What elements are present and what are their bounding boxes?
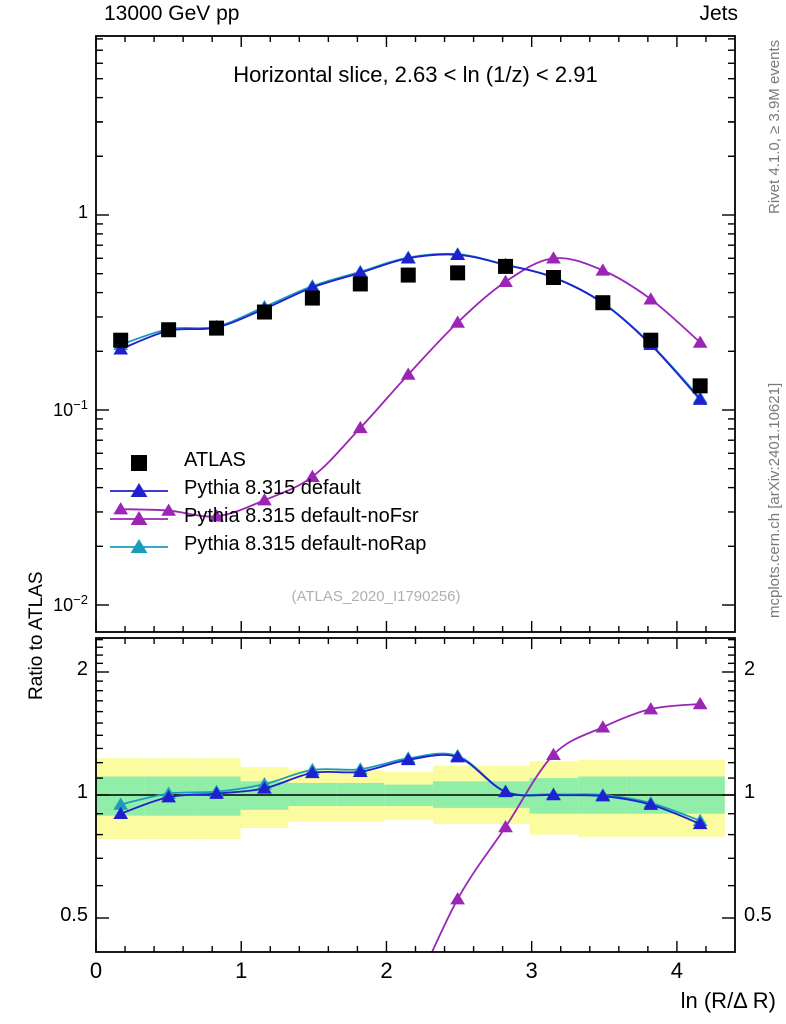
main-marker-pythia-8-315-default (692, 392, 708, 405)
ratio-marker-pythia-8-315-default-nofsr (692, 696, 708, 710)
ratio-marker-pythia-8-315-default (209, 786, 224, 799)
main-marker-pythia-8-315-default-nofsr (352, 420, 368, 434)
ratio-marker-pythia-8-315-default (305, 765, 320, 779)
main-marker-atlas (113, 332, 129, 348)
main-marker-atlas (400, 267, 416, 283)
ratio-marker-pythia-8-315-default (692, 816, 708, 830)
main-marker-atlas (498, 258, 514, 274)
main-panel (95, 35, 736, 633)
ratio-marker-pythia-8-315-default (450, 750, 465, 763)
main-y-tick-label: 1 (77, 202, 88, 222)
ratio-marker-pythia-8-315-default-nofsr (450, 892, 465, 905)
x-axis-title: ln (R/Δ R) (680, 988, 776, 1013)
main-marker-atlas (352, 276, 368, 292)
main-marker-atlas (209, 320, 225, 336)
ratio-marker-pythia-8-315-default-nofsr (595, 720, 611, 733)
ratio-y-tick-label-right: 0.5 (744, 904, 772, 926)
main-marker-pythia-8-315-default-nofsr (692, 335, 708, 348)
plot-title: Horizontal slice, 2.63 < ln (1/z) < 2.91 (233, 62, 598, 87)
ratio-marker-pythia-8-315-default (257, 781, 272, 794)
main-marker-pythia-8-315-default-nofsr (161, 503, 176, 516)
ratio-y-tick-label-right: 2 (744, 658, 756, 680)
ratio-marker-pythia-8-315-default-nofsr (498, 819, 513, 833)
ratio-marker-pythia-8-315-default-nofsr (546, 747, 561, 760)
main-marker-pythia-8-315-default-nofsr (450, 315, 465, 328)
ratio-marker-pythia-8-315-default-nofsr (643, 702, 659, 715)
ratio-marker-pythia-8-315-default (352, 764, 368, 777)
main-marker-atlas (595, 295, 611, 311)
main-marker-atlas (161, 322, 177, 338)
main-marker-pythia-8-315-default-nofsr (305, 469, 320, 482)
legend-marker-atlas (131, 455, 147, 471)
ratio-marker-pythia-8-315-default (498, 784, 513, 798)
ratio-y-tick-label-right: 1 (744, 781, 756, 803)
main-marker-pythia-8-315-default-nofsr (546, 251, 561, 264)
ratio-marker-pythia-8-315-default (400, 752, 416, 766)
x-tick-label: 1 (235, 958, 248, 983)
main-marker-atlas (692, 378, 708, 394)
x-tick-label: 2 (380, 958, 393, 983)
main-marker-pythia-8-315-default-nofsr (400, 367, 416, 380)
main-marker-pythia-8-315-default-nofsr (498, 274, 513, 287)
ratio-curve-pythia-8-315-default-nofsr (431, 703, 701, 952)
header-analysis-label: Jets (699, 2, 738, 25)
main-marker-pythia-8-315-default (352, 265, 368, 279)
main-marker-atlas (643, 332, 659, 348)
main-y-tick-label: 10−1 (53, 397, 88, 420)
legend-glyphs (110, 455, 168, 553)
main-marker-pythia-8-315-default-nofsr (643, 292, 659, 305)
legend-marker-pythia-8-315-default-norap (130, 539, 148, 553)
legend-label-pythia-8-315-default-nofsr: Pythia 8.315 default-noFsr (184, 505, 419, 527)
ratio-marker-pythia-8-315-default-norap (113, 797, 129, 810)
main-marker-pythia-8-315-default (113, 342, 129, 355)
legend-label-pythia-8-315-default: Pythia 8.315 default (184, 477, 361, 499)
main-y-tick-label: 10−2 (53, 592, 88, 615)
main-marker-atlas (256, 304, 272, 320)
analysis-id-watermark: (ATLAS_2020_I1790256) (291, 588, 461, 605)
header-beam-label: 13000 GeV pp (104, 2, 240, 25)
ratio-marker-pythia-8-315-default (643, 797, 659, 810)
main-marker-pythia-8-315-default-nofsr (257, 493, 272, 506)
ratio-marker-pythia-8-315-default (113, 806, 129, 819)
x-tick-label: 4 (670, 958, 684, 983)
x-tick-label: 3 (525, 958, 538, 983)
ratio-y-tick-label: 1 (76, 781, 88, 803)
main-marker-pythia-8-315-default (400, 251, 416, 264)
main-marker-pythia-8-315-default-nofsr (113, 502, 129, 515)
ratio-y-tick-label: 0.5 (60, 904, 88, 926)
main-marker-pythia-8-315-default-nofsr (595, 263, 611, 276)
ratio-marker-pythia-8-315-default (595, 789, 611, 802)
main-marker-atlas (545, 270, 561, 286)
legend-label-atlas: ATLAS (184, 449, 246, 471)
main-marker-pythia-8-315-default-nofsr (209, 509, 224, 522)
ratio-marker-pythia-8-315-default (546, 788, 561, 801)
legend-label-pythia-8-315-default-norap: Pythia 8.315 default-noRap (184, 533, 427, 555)
main-marker-pythia-8-315-default (305, 280, 320, 293)
ratio-panel (95, 637, 736, 953)
ratio-series-group (113, 696, 708, 952)
legend-marker-pythia-8-315-default (130, 483, 148, 497)
ratio-marker-pythia-8-315-default (161, 790, 176, 803)
main-series-group (113, 247, 708, 522)
main-marker-atlas (450, 265, 466, 281)
main-marker-atlas (304, 290, 320, 306)
ratio-y-tick-label: 2 (76, 658, 88, 680)
legend-marker-pythia-8-315-default-nofsr (130, 511, 148, 525)
main-marker-pythia-8-315-default (450, 247, 465, 261)
x-tick-label: 0 (89, 958, 103, 983)
